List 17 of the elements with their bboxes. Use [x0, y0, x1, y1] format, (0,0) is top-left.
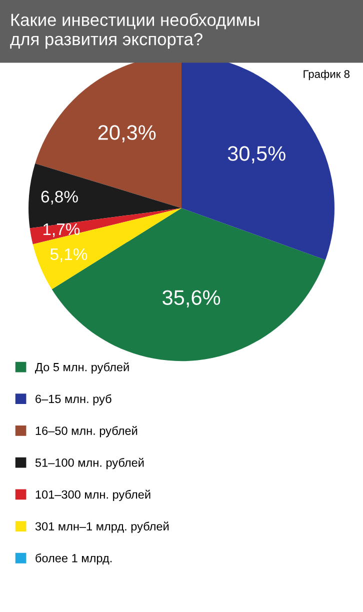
data-label: 5,1% — [50, 248, 88, 262]
data-label: 6,8% — [41, 190, 78, 205]
legend-label: 101–300 млн. рублей — [36, 490, 150, 502]
pie-slice — [32, 208, 182, 290]
chart-title: Какие инвестиции необходимы для развития экспорта? — [10, 13, 260, 49]
text: График 8 — [304, 70, 350, 80]
legend-label: 16–50 млн. рублей — [36, 426, 138, 438]
data-label: 30,5% — [228, 146, 286, 164]
legend-label: 6–15 млн. руб — [36, 394, 112, 406]
legend-label: До 5 млн. рублей — [35, 362, 129, 374]
legend-label: 51–100 млн. рублей — [35, 458, 144, 470]
data-label: 35,6% — [162, 290, 220, 308]
pie-slice — [30, 208, 182, 244]
legend-label: 301 млн–1 млрд. рублей — [35, 522, 169, 533]
data-label: 20,3% — [98, 125, 156, 142]
legend-label: более 1 млрд. — [36, 554, 112, 565]
data-label: 1,7% — [43, 223, 80, 238]
